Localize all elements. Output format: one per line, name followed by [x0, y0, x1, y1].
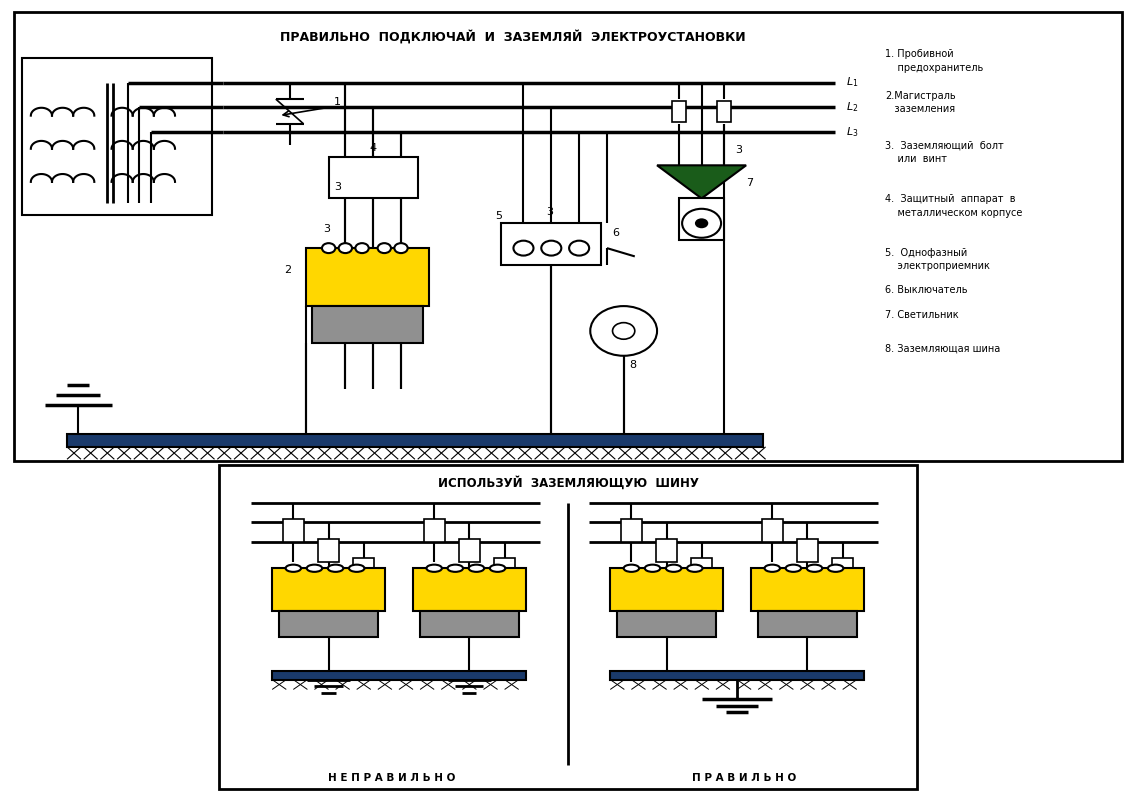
Text: 3: 3	[334, 182, 341, 193]
Text: L$_3$: L$_3$	[846, 125, 859, 139]
Bar	[328, 157, 418, 198]
Bar	[273, 568, 385, 610]
Circle shape	[448, 565, 463, 572]
Bar	[610, 671, 863, 680]
Bar	[420, 610, 519, 637]
Circle shape	[786, 565, 801, 572]
Bar	[679, 198, 724, 240]
Circle shape	[682, 209, 721, 238]
Bar	[501, 223, 601, 264]
Bar	[833, 559, 853, 582]
Circle shape	[828, 565, 843, 572]
Bar	[318, 539, 339, 562]
Bar	[67, 435, 763, 447]
Text: ИСПОЛЬЗУЙ  ЗАЗЕМЛЯЮЩУЮ  ШИНУ: ИСПОЛЬЗУЙ ЗАЗЕМЛЯЮЩУЮ ШИНУ	[437, 476, 699, 490]
Text: L$_1$: L$_1$	[846, 76, 859, 89]
Bar	[762, 519, 783, 542]
Bar	[797, 539, 818, 562]
Circle shape	[569, 240, 590, 256]
Circle shape	[349, 565, 365, 572]
Circle shape	[624, 565, 640, 572]
Circle shape	[469, 565, 484, 572]
Circle shape	[765, 565, 780, 572]
Text: Н Е П Р А В И Л Ь Н О: Н Е П Р А В И Л Ь Н О	[328, 773, 456, 783]
Text: 2: 2	[284, 265, 291, 275]
Circle shape	[695, 218, 708, 229]
Bar	[657, 539, 677, 562]
Text: 1. Пробивной
    предохранитель: 1. Пробивной предохранитель	[885, 50, 984, 73]
Circle shape	[490, 565, 506, 572]
Bar	[751, 568, 863, 610]
Circle shape	[377, 243, 391, 253]
Text: ПРАВИЛЬНО  ПОДКЛЮЧАЙ  И  ЗАЗЕМЛЯЙ  ЭЛЕКТРОУСТАНОВКИ: ПРАВИЛЬНО ПОДКЛЮЧАЙ И ЗАЗЕМЛЯЙ ЭЛЕКТРОУС…	[279, 30, 745, 44]
Circle shape	[807, 565, 822, 572]
Polygon shape	[657, 165, 746, 198]
Text: 7: 7	[746, 178, 753, 188]
Text: 3: 3	[323, 224, 331, 233]
Bar	[424, 519, 445, 542]
Text: L$_2$: L$_2$	[846, 101, 859, 114]
Bar	[621, 519, 642, 542]
Circle shape	[328, 565, 343, 572]
Text: 5: 5	[495, 211, 502, 221]
Bar	[414, 568, 526, 610]
Text: 5.  Однофазный
    электроприемник: 5. Однофазный электроприемник	[885, 248, 991, 272]
Circle shape	[687, 565, 702, 572]
Circle shape	[394, 243, 408, 253]
Text: 7. Светильник: 7. Светильник	[885, 310, 959, 320]
Text: П Р А В И Л Ь Н О: П Р А В И Л Ь Н О	[692, 773, 796, 783]
Bar	[459, 539, 481, 562]
Circle shape	[321, 243, 335, 253]
Bar	[273, 671, 526, 680]
Text: 6. Выключатель: 6. Выключатель	[885, 285, 968, 296]
Text: 2.Магистраль
   заземления: 2.Магистраль заземления	[885, 91, 955, 114]
Circle shape	[356, 243, 369, 253]
Bar	[307, 248, 429, 306]
Circle shape	[426, 565, 442, 572]
Circle shape	[645, 565, 660, 572]
Bar	[494, 559, 516, 582]
Bar	[279, 610, 378, 637]
Text: 6: 6	[612, 228, 619, 238]
Circle shape	[285, 565, 301, 572]
Text: 3.  Заземляющий  болт
    или  винт: 3. Заземляющий болт или винт	[885, 141, 1004, 164]
Bar	[353, 559, 375, 582]
Bar	[610, 568, 722, 610]
Bar	[283, 519, 304, 542]
Circle shape	[612, 323, 635, 340]
Bar	[23, 58, 211, 215]
Circle shape	[307, 565, 323, 572]
Circle shape	[591, 306, 657, 356]
Text: 3: 3	[735, 145, 742, 155]
Text: 8. Заземляющая шина: 8. Заземляющая шина	[885, 344, 1001, 353]
Bar	[717, 101, 730, 122]
Bar	[617, 610, 716, 637]
Bar	[758, 610, 857, 637]
Circle shape	[339, 243, 352, 253]
Text: 4.  Защитный  аппарат  в
    металлическом корпусе: 4. Защитный аппарат в металлическом корп…	[885, 194, 1022, 217]
Text: 3: 3	[545, 207, 553, 217]
Bar	[691, 559, 712, 582]
Circle shape	[513, 240, 534, 256]
Bar	[673, 101, 686, 122]
Circle shape	[541, 240, 561, 256]
Text: 4: 4	[369, 143, 377, 153]
Circle shape	[666, 565, 682, 572]
Bar	[312, 306, 424, 344]
Text: 8: 8	[629, 360, 636, 370]
Text: 1: 1	[334, 97, 341, 107]
